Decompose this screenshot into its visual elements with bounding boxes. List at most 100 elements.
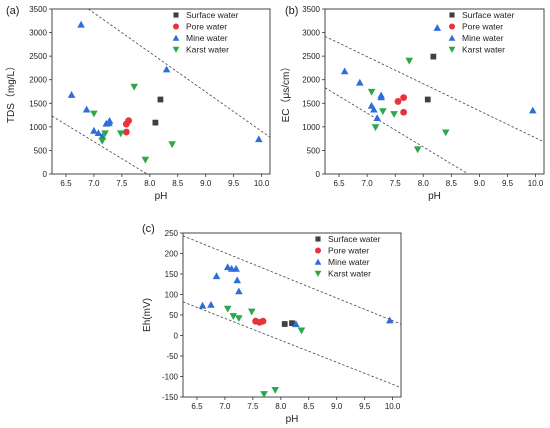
x-axis-label: pH: [155, 191, 168, 202]
y-tick-label: 1000: [29, 123, 47, 132]
legend-label-surface-water: Surface water: [462, 10, 515, 20]
y-tick-label: 250: [165, 229, 179, 238]
point-pore-water: [125, 117, 132, 125]
y-tick-label: 100: [165, 291, 179, 300]
point-karst-water: [98, 137, 107, 145]
point-karst-water: [367, 88, 376, 96]
point-surface-water: [152, 119, 159, 126]
point-mine-water: [356, 78, 364, 86]
point-mine-water: [223, 263, 232, 271]
x-axis-label: pH: [286, 414, 299, 425]
y-tick-label: 1000: [302, 123, 320, 132]
plot-frame: [51, 8, 271, 175]
point-mine-water: [235, 287, 243, 295]
legend-label-pore-water: Pore water: [328, 246, 369, 256]
point-karst-water: [405, 57, 414, 65]
point-mine-water: [528, 106, 537, 114]
legend-marker-surface-water: [315, 236, 321, 242]
x-tick-label: 10.0: [254, 179, 270, 188]
legend-marker-surface-water: [173, 12, 179, 18]
point-karst-water: [297, 327, 306, 335]
y-tick-label: 2500: [29, 52, 47, 61]
y-tick-label: -150: [162, 393, 179, 402]
y-tick-label: 50: [169, 311, 178, 320]
x-tick-label: 9.0: [331, 402, 343, 411]
point-pore-water: [122, 128, 130, 136]
point-mine-water: [105, 116, 114, 124]
y-tick-label: 1500: [29, 99, 47, 108]
y-tick-label: 3000: [29, 29, 47, 38]
plot-frame: [324, 8, 545, 175]
legend-label-mine-water: Mine water: [328, 257, 370, 267]
y-tick-label: 150: [165, 270, 179, 279]
x-tick-label: 7.5: [390, 179, 402, 188]
x-tick-label: 7.5: [247, 402, 259, 411]
legend-marker-surface-water: [449, 12, 455, 18]
point-surface-water: [281, 321, 288, 327]
point-karst-water: [441, 129, 450, 137]
legend-label-mine-water: Mine water: [462, 33, 504, 43]
y-tick-label: 2000: [302, 76, 320, 85]
point-karst-water: [260, 391, 268, 397]
point-karst-water: [247, 308, 256, 316]
point-karst-water: [130, 83, 138, 91]
y-tick-label: 2500: [302, 52, 320, 61]
point-mine-water: [370, 105, 378, 113]
x-tick-label: 6.5: [191, 402, 203, 411]
point-mine-water: [198, 301, 207, 309]
point-mine-water: [162, 65, 171, 73]
point-surface-water: [157, 96, 164, 103]
point-mine-water: [232, 264, 240, 272]
x-tick-label: 9.5: [228, 179, 240, 188]
point-mine-water: [212, 272, 221, 280]
x-tick-label: 7.0: [88, 179, 100, 188]
point-karst-water: [116, 130, 125, 138]
point-mine-water: [292, 320, 300, 328]
legend-label-surface-water: Surface water: [186, 10, 239, 20]
point-surface-water: [289, 320, 295, 327]
y-tick-label: -100: [162, 373, 179, 382]
point-karst-water: [223, 305, 232, 313]
panel-label: (c): [142, 223, 155, 235]
point-mine-water: [340, 67, 349, 75]
point-karst-water: [413, 146, 422, 154]
point-mine-water: [77, 20, 85, 28]
point-mine-water: [373, 114, 382, 121]
point-mine-water: [255, 135, 263, 143]
y-axis-label: EC（μs/cm）: [280, 62, 292, 123]
legend-label-mine-water: Mine water: [186, 33, 228, 43]
chart-panel-1: (b) 6.5 7.0 7.5 8.0 8.5 9.0 9.5 10.0 0 500 1000 1500…: [280, 5, 545, 202]
point-mine-water: [90, 126, 98, 134]
x-axis-label: pH: [428, 191, 441, 202]
legend-marker-pore-water: [314, 247, 322, 254]
legend-marker-karst-water: [314, 270, 322, 277]
point-surface-water: [424, 96, 431, 103]
x-tick-label: 8.5: [446, 179, 458, 188]
y-tick-label: 3500: [29, 5, 47, 14]
point-karst-water: [141, 156, 150, 164]
y-tick-label: 0: [316, 170, 321, 179]
boundary-line: [183, 235, 401, 325]
point-karst-water: [101, 130, 109, 138]
legend-marker-mine-water: [314, 258, 322, 265]
panel-label: (a): [6, 5, 19, 17]
legend-label-karst-water: Karst water: [186, 45, 229, 55]
legend-marker-karst-water: [448, 46, 456, 53]
y-tick-label: 0: [174, 332, 179, 341]
legend-marker-pore-water: [448, 23, 456, 30]
y-tick-label: 3000: [302, 29, 320, 38]
point-pore-water: [394, 97, 402, 105]
legend-marker-mine-water: [172, 34, 180, 41]
point-karst-water: [271, 386, 280, 394]
boundary-line: [325, 35, 544, 143]
x-tick-label: 9.0: [474, 179, 486, 188]
y-tick-label: 200: [165, 250, 179, 259]
point-karst-water: [379, 108, 387, 116]
point-karst-water: [168, 141, 176, 149]
point-karst-water: [90, 110, 98, 118]
point-mine-water: [433, 24, 442, 31]
legend-label-pore-water: Pore water: [462, 22, 503, 32]
y-tick-label: 500: [307, 146, 321, 155]
x-tick-label: 8.0: [418, 179, 430, 188]
